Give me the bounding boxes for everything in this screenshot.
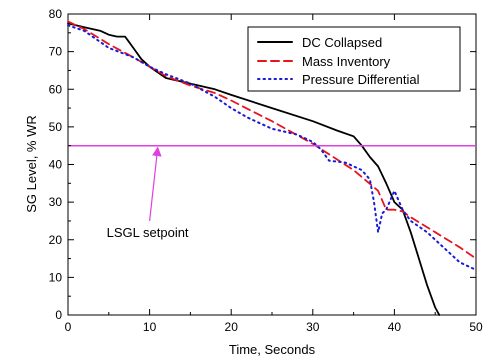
annotation-arrow (149, 146, 162, 222)
legend-label-dc-collapsed: DC Collapsed (302, 35, 382, 50)
ticks-layer: 0 10 20 30 40 50 0 10 20 30 40 50 60 70 80 (49, 7, 483, 334)
x-tick-label: 20 (225, 320, 239, 334)
series-line-dc-collapsed (67, 22, 441, 316)
x-axis-title: Time, Seconds (229, 342, 316, 357)
y-axis-title: SG Level, % WR (24, 115, 39, 213)
y-tick-label: 40 (49, 158, 63, 172)
annotation-label: LSGL setpoint (107, 225, 189, 240)
y-tick-label: 10 (49, 270, 63, 284)
y-tick-label: 50 (49, 120, 63, 134)
x-tick-label: 50 (469, 320, 483, 334)
legend-box (247, 26, 461, 92)
legend-label-pressure-differential: Pressure Differential (302, 72, 420, 87)
annotation: LSGL setpoint (107, 146, 189, 240)
x-tick-label: 40 (388, 320, 402, 334)
series-line-pressure-differential (67, 24, 477, 271)
x-tick-label: 0 (65, 320, 72, 334)
y-tick-label: 20 (49, 233, 63, 247)
y-tick-label: 0 (55, 308, 62, 322)
series-layer (67, 20, 477, 316)
legend: DC Collapsed Mass Inventory Pressure Dif… (247, 26, 461, 92)
y-tick-label: 30 (49, 195, 63, 209)
x-tick-label: 30 (306, 320, 320, 334)
y-tick-label: 60 (49, 82, 63, 96)
y-tick-label: 80 (49, 7, 63, 21)
y-tick-label: 70 (49, 45, 63, 59)
legend-label-mass-inventory: Mass Inventory (302, 54, 391, 69)
x-tick-label: 10 (143, 320, 157, 334)
